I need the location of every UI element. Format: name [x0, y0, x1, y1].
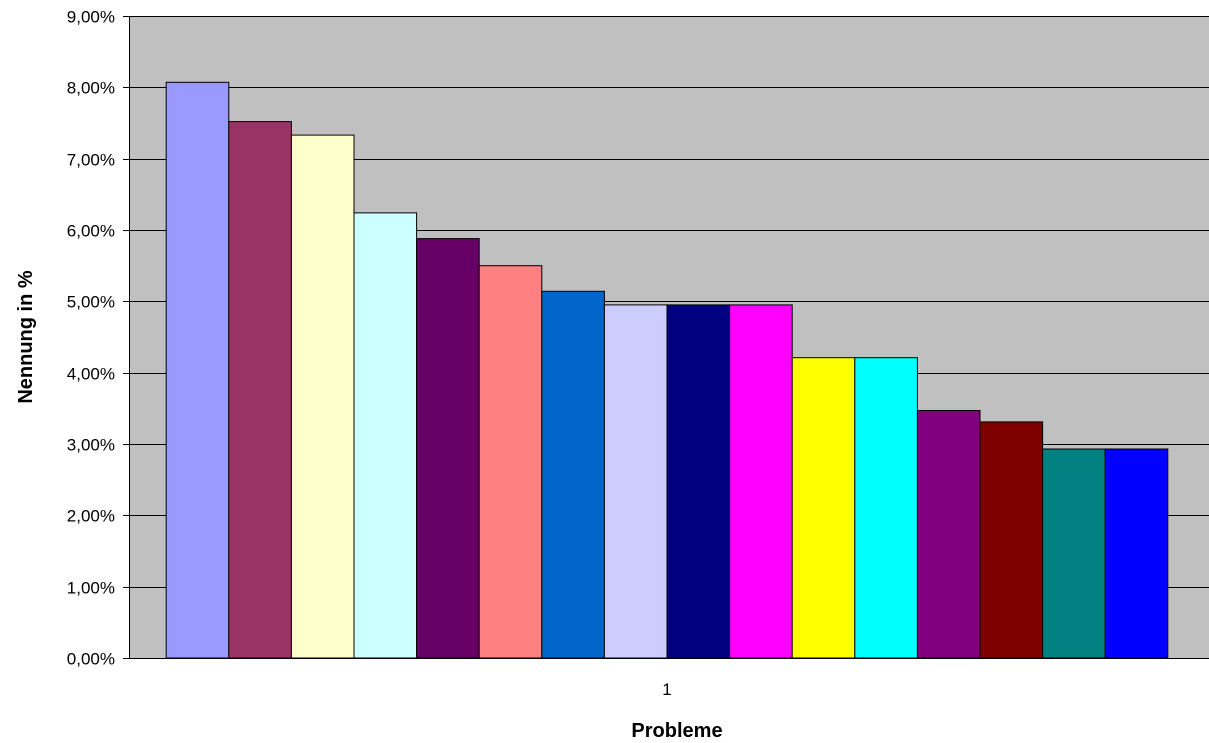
bar — [854, 357, 918, 659]
bar — [478, 265, 543, 659]
bar — [353, 212, 418, 659]
bar — [165, 81, 230, 659]
bar — [979, 421, 1044, 659]
bar — [1042, 448, 1106, 659]
y-tick-label: 6,00% — [67, 222, 115, 241]
x-tick-label: 1 — [662, 680, 671, 699]
y-tick-label: 3,00% — [67, 436, 115, 455]
y-tick-label: 1,00% — [67, 579, 115, 598]
y-tick-label: 2,00% — [67, 507, 115, 526]
x-tick-labels: 1 — [662, 680, 671, 699]
y-tick-label: 7,00% — [67, 151, 115, 170]
y-tick-label: 0,00% — [67, 650, 115, 669]
bar — [1104, 448, 1169, 659]
bars — [165, 81, 1169, 659]
bar — [916, 410, 981, 659]
bar — [666, 304, 731, 659]
bar — [228, 121, 292, 659]
bar — [290, 134, 355, 659]
y-tick-label: 4,00% — [67, 365, 115, 384]
y-tick-label: 9,00% — [67, 8, 115, 27]
bar — [791, 357, 856, 659]
bar — [541, 290, 605, 659]
y-axis-label: Nennung in % — [15, 270, 37, 404]
bar — [416, 238, 480, 659]
bar — [729, 304, 793, 659]
y-tick-label: 8,00% — [67, 79, 115, 98]
bar — [603, 304, 668, 659]
y-tick-label: 5,00% — [67, 293, 115, 312]
x-axis-label: Probleme — [631, 720, 722, 742]
y-tick-labels: 0,00% 1,00% 2,00% 3,00% 4,00% 5,00% 6,00% 7,00%… — [67, 8, 115, 669]
axes — [123, 16, 1209, 659]
